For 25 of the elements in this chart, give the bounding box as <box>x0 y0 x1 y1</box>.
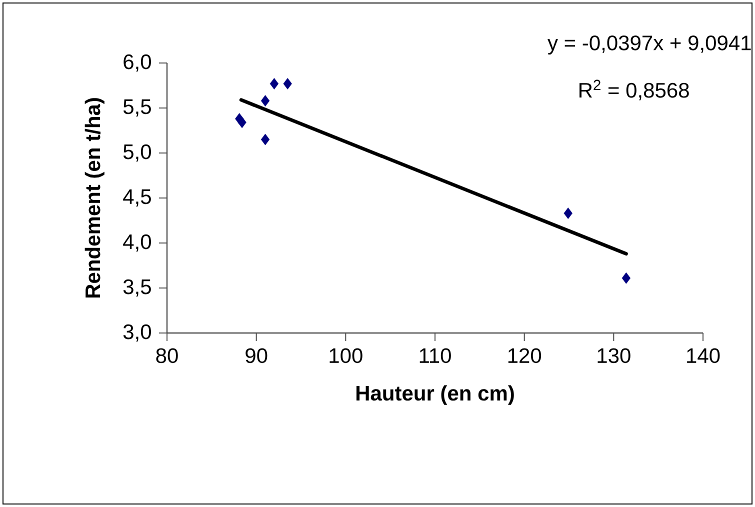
y-tick-label: 6,0 <box>124 54 151 72</box>
y-tick-label: 5,5 <box>123 99 151 117</box>
y-tick-label: 3,0 <box>123 324 151 342</box>
point <box>260 95 270 106</box>
x-tick-label: 120 <box>508 348 542 364</box>
point <box>238 116 246 128</box>
x-tick-label: 90 <box>246 348 268 364</box>
point <box>564 208 572 219</box>
x-tick-label: 110 <box>420 348 451 364</box>
x-axis-title: Hauteur (en cm) <box>356 385 514 405</box>
annotation: R$^{2}$ = 0,8568 <box>580 80 689 100</box>
point <box>283 78 292 90</box>
x-tick-label: 140 <box>687 348 720 364</box>
y-tick-label: 4,0 <box>123 234 151 252</box>
x-tick-label: 130 <box>598 348 630 364</box>
point <box>622 272 631 284</box>
x-tick-label: 100 <box>330 348 362 364</box>
y-axis-title: Rendement (en t/ha) <box>84 98 104 298</box>
text: y = -0,0397x + 9,0941 <box>548 35 751 55</box>
point <box>270 78 279 90</box>
x-tick-label: 80 <box>156 348 178 364</box>
y-tick-label: 4,5 <box>123 189 151 207</box>
y-tick-label: 5,0 <box>123 144 151 162</box>
point <box>260 134 270 146</box>
y-tick-label: 3,5 <box>123 279 151 297</box>
